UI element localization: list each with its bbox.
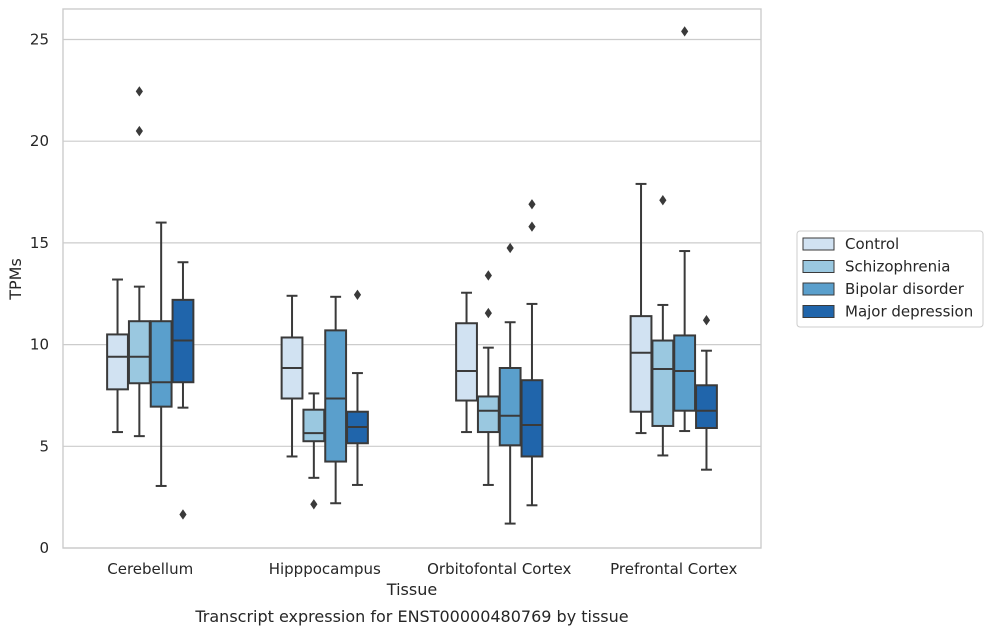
y-tick-label: 20: [30, 132, 49, 150]
legend-label: Major depression: [845, 303, 973, 321]
box-iqr: [302, 408, 326, 443]
outlier-point: [506, 242, 514, 254]
box: [106, 278, 129, 434]
box-iqr: [149, 320, 173, 408]
box-iqr: [498, 366, 522, 447]
series-schizophrenia: [127, 86, 675, 510]
outlier-point: [484, 270, 492, 281]
box-iqr: [695, 384, 718, 429]
box: [324, 295, 348, 505]
legend-label: Schizophrenia: [845, 258, 950, 276]
y-tick-label: 15: [30, 234, 49, 252]
outlier-point: [681, 26, 689, 37]
y-tick-label: 10: [30, 336, 49, 354]
legend-swatch: [802, 260, 835, 273]
y-axis-title: TPMs: [6, 258, 25, 301]
outlier-point: [702, 315, 711, 326]
y-tick-label: 25: [30, 31, 49, 49]
legend-frame: [796, 230, 984, 328]
box-iqr: [629, 315, 653, 413]
box: [520, 199, 544, 507]
legend: Control Schizophrenia Bipolar disorder Majo…: [796, 230, 984, 328]
box: [651, 195, 675, 457]
box-iqr: [673, 334, 697, 412]
outlier-point: [353, 289, 362, 300]
box-groups: [106, 26, 718, 525]
box: [302, 392, 326, 510]
outlier-point: [659, 195, 667, 206]
series-major-depression: [171, 199, 718, 520]
box-iqr: [127, 320, 151, 385]
outlier-point: [528, 199, 536, 210]
chart-caption: Transcript expression for ENST0000048076…: [194, 607, 628, 626]
legend-swatch: [802, 305, 835, 318]
y-tick-labels: 0 5 10 15 20 25: [30, 31, 49, 557]
box: [476, 270, 500, 486]
box-iqr: [106, 333, 129, 391]
gridlines: [63, 38, 761, 549]
box: [455, 291, 478, 434]
box-iqr: [476, 395, 500, 434]
box-iqr: [651, 339, 675, 427]
legend-label: Bipolar disorder: [845, 280, 965, 298]
box: [171, 261, 195, 520]
outlier-point: [135, 125, 143, 137]
x-tick-label: Prefrontal Cortex: [610, 560, 737, 578]
box-iqr: [520, 379, 544, 458]
outlier-point: [179, 509, 187, 520]
x-tick-label: Hipppocampus: [269, 560, 381, 578]
box-iqr: [455, 322, 478, 402]
box: [695, 315, 718, 471]
legend-swatch: [802, 237, 835, 251]
y-tick-label: 0: [39, 539, 49, 557]
y-tick-label: 5: [39, 437, 49, 455]
box: [346, 289, 369, 486]
box: [673, 26, 697, 433]
legend-label: Control: [845, 235, 899, 253]
x-tick-label: Cerebellum: [107, 560, 193, 578]
box-iqr: [324, 329, 348, 463]
box: [280, 294, 304, 458]
plot-frame: [62, 8, 762, 549]
x-tick-labels: Cerebellum Hipppocampus Orbitofontal Corte…: [107, 560, 737, 578]
outlier-point: [135, 86, 143, 97]
series-bipolar-disorder: [149, 26, 697, 525]
outlier-point: [528, 221, 536, 232]
series-control: [106, 182, 653, 458]
box: [498, 242, 522, 525]
box: [127, 86, 151, 438]
outlier-point: [484, 307, 492, 319]
x-tick-label: Orbitofontal Cortex: [427, 560, 571, 578]
legend-swatch: [802, 282, 835, 296]
outlier-point: [310, 499, 318, 510]
box: [629, 182, 653, 435]
x-axis-title: Tissue: [386, 580, 437, 599]
